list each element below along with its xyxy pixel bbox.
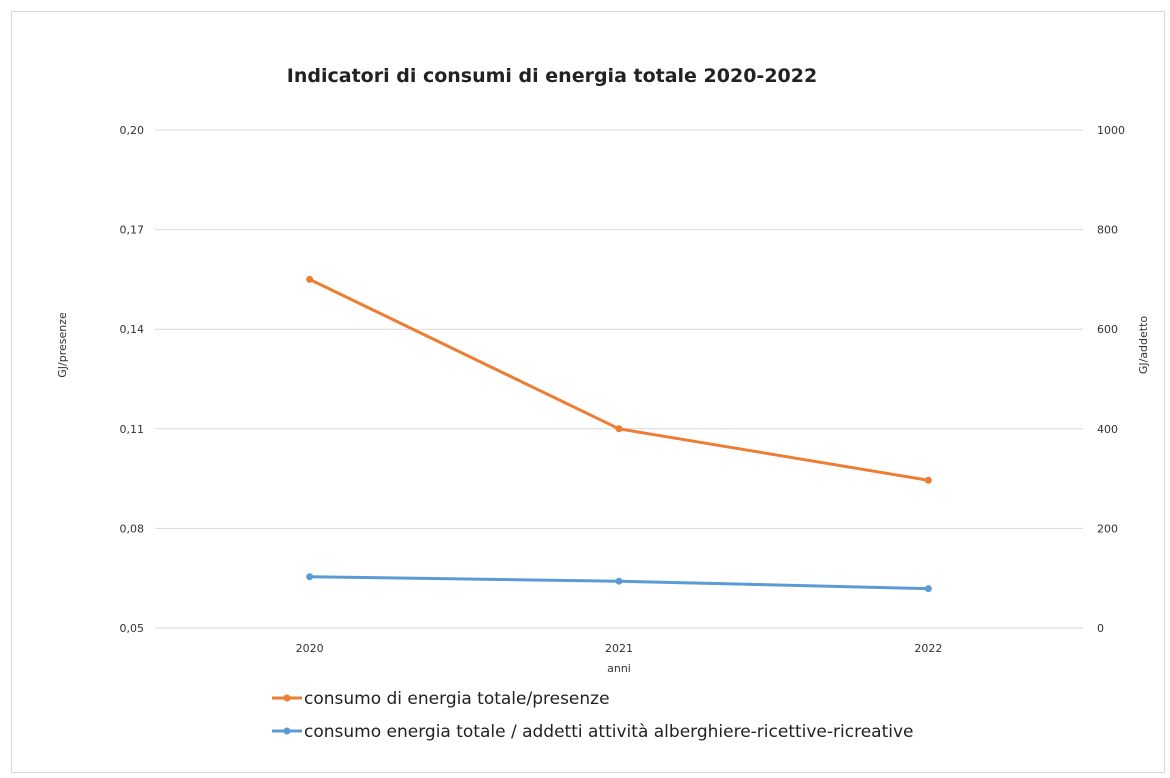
y-tick-label: 0,20 [120,124,145,137]
y2-tick-label: 600 [1097,323,1118,336]
series-line-0 [308,277,930,482]
legend-item-presenze: consumo di energia totale/presenze [272,689,610,709]
y-tick-label: 0,14 [120,323,145,336]
y2-axis-label: GJ/addetto [1137,316,1150,375]
gridlines [155,129,1083,629]
data-point-1-2 [924,585,932,593]
y-axis-label: GJ/presenze [56,312,69,378]
y2-tick-label: 1000 [1097,124,1125,137]
y-tick-label: 0,17 [120,224,145,237]
x-tick-label: 2022 [914,642,942,655]
x-axis-ticks: 2020 2021 2022 [296,642,943,655]
y2-tick-label: 200 [1097,522,1118,535]
y2-tick-label: 400 [1097,423,1118,436]
x-tick-label: 2020 [296,642,324,655]
legend: consumo di energia totale/presenze consu… [272,689,914,742]
data-point-0-2 [924,476,932,484]
left-axis-ticks: 0,05 0,08 0,11 0,14 0,17 0,20 [120,124,145,635]
y-tick-label: 0,11 [120,423,145,436]
y-tick-label: 0,08 [120,522,145,535]
right-axis-ticks: 0 200 400 600 800 1000 [1097,124,1125,635]
chart-frame [11,11,1165,773]
legend-item-addetti: consumo energia totale / addetti attivit… [272,722,914,742]
x-tick-label: 2021 [605,642,633,655]
y2-tick-label: 800 [1097,224,1118,237]
data-point-0-1 [615,425,623,433]
x-axis-label: anni [607,662,631,675]
legend-label-presenze: consumo di energia totale/presenze [304,689,610,709]
data-point-0-0 [306,275,314,283]
data-point-1-1 [615,577,623,585]
chart-title: Indicatori di consumi di energia totale … [287,65,817,87]
legend-label-addetti: consumo energia totale / addetti attivit… [304,722,914,742]
y2-tick-label: 0 [1097,622,1104,635]
y-tick-label: 0,05 [120,622,145,635]
legend-marker-addetti [283,727,291,735]
data-point-1-0 [306,573,314,581]
series-layer [306,275,932,593]
legend-marker-presenze [283,694,291,702]
